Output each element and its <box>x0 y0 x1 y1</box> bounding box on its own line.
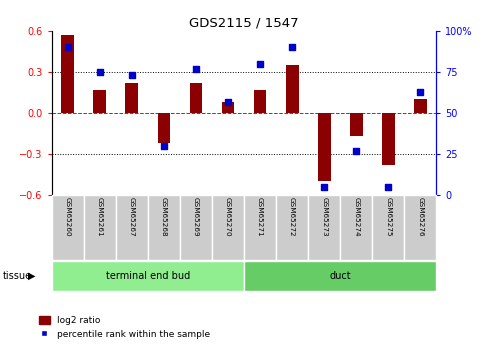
FancyBboxPatch shape <box>52 195 84 260</box>
Point <box>160 143 168 149</box>
Text: GSM65272: GSM65272 <box>289 197 295 237</box>
FancyBboxPatch shape <box>84 195 116 260</box>
FancyBboxPatch shape <box>244 261 436 291</box>
Bar <box>222 102 235 113</box>
FancyBboxPatch shape <box>180 195 212 260</box>
FancyBboxPatch shape <box>372 195 404 260</box>
FancyBboxPatch shape <box>276 195 308 260</box>
FancyBboxPatch shape <box>308 195 340 260</box>
Bar <box>285 65 298 113</box>
Bar <box>61 35 74 113</box>
Text: GSM65270: GSM65270 <box>225 197 231 237</box>
Bar <box>125 83 138 113</box>
Point <box>256 61 264 67</box>
Text: GSM65261: GSM65261 <box>97 197 103 237</box>
Text: GSM65267: GSM65267 <box>129 197 135 237</box>
Text: tissue: tissue <box>2 271 32 281</box>
Text: ▶: ▶ <box>28 271 36 281</box>
Text: GSM65276: GSM65276 <box>417 197 423 237</box>
Point <box>416 89 424 95</box>
Bar <box>253 90 266 113</box>
Text: terminal end bud: terminal end bud <box>106 271 190 281</box>
Bar <box>158 113 171 143</box>
Text: GSM65269: GSM65269 <box>193 197 199 237</box>
Bar <box>317 113 330 181</box>
Bar <box>93 90 106 113</box>
Point <box>64 45 72 50</box>
Title: GDS2115 / 1547: GDS2115 / 1547 <box>189 17 299 30</box>
FancyBboxPatch shape <box>212 195 244 260</box>
Point <box>96 69 104 75</box>
FancyBboxPatch shape <box>404 195 436 260</box>
Point <box>320 184 328 189</box>
Text: duct: duct <box>329 271 351 281</box>
Legend: log2 ratio, percentile rank within the sample: log2 ratio, percentile rank within the s… <box>39 316 210 339</box>
Bar <box>414 99 427 113</box>
Bar <box>350 113 362 136</box>
Text: GSM65273: GSM65273 <box>321 197 327 237</box>
FancyBboxPatch shape <box>148 195 180 260</box>
FancyBboxPatch shape <box>116 195 148 260</box>
Point <box>128 72 136 78</box>
Bar <box>189 83 202 113</box>
FancyBboxPatch shape <box>244 195 276 260</box>
Text: GSM65274: GSM65274 <box>353 197 359 237</box>
FancyBboxPatch shape <box>52 261 244 291</box>
Bar <box>382 113 395 165</box>
Text: GSM65260: GSM65260 <box>65 197 71 237</box>
Point <box>352 148 360 154</box>
Point <box>224 99 232 104</box>
Text: GSM65271: GSM65271 <box>257 197 263 237</box>
Text: GSM65275: GSM65275 <box>385 197 391 237</box>
FancyBboxPatch shape <box>340 195 372 260</box>
Point <box>385 184 392 189</box>
Text: GSM65268: GSM65268 <box>161 197 167 237</box>
Point <box>288 45 296 50</box>
Point <box>192 66 200 71</box>
